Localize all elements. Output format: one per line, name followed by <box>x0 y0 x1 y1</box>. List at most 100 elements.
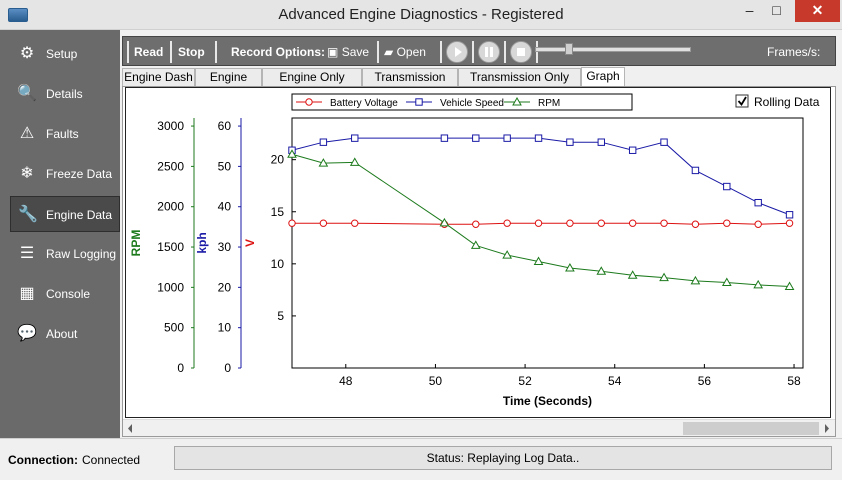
sidebar-item-label: Engine Data <box>46 208 113 222</box>
playback-speed-slider-thumb[interactable] <box>565 43 573 55</box>
y-tick-label: 2500 <box>157 159 184 173</box>
stop-button[interactable]: Stop <box>178 45 205 59</box>
chip-icon: ▦ <box>19 285 35 302</box>
tab-transmission-only-flags[interactable]: Transmission Only Flags <box>458 68 581 101</box>
toolbar-separator <box>504 41 506 63</box>
sidebar-item-about[interactable]: 💬 About <box>0 316 120 352</box>
playback-speed-slider[interactable] <box>535 47 691 52</box>
data-point <box>470 240 481 249</box>
legend-marker <box>305 98 313 106</box>
chart: 0 500 1000 1500 2000 2500 3000 RPM 0 10 20 30 40 50 60… <box>129 93 820 408</box>
x-axis-label: Time (Seconds) <box>503 394 592 408</box>
data-point <box>597 138 605 146</box>
warning-icon: ⚠ <box>19 125 35 142</box>
series-line-vehicle-speed <box>291 137 790 216</box>
chart-frame: 0 500 1000 1500 2000 2500 3000 RPM 0 10 20 30 40 50 60… <box>125 87 831 418</box>
toolbar: Read Stop Record Options: ▣ Save ▰ Open … <box>122 36 836 66</box>
save-button[interactable]: ▣ Save <box>327 45 369 59</box>
sidebar-item-freeze-data[interactable]: ❄ Freeze Data <box>0 156 120 192</box>
title-bar: Advanced Engine Diagnostics - Registered… <box>0 0 842 30</box>
tab-engine-only[interactable]: Engine Only <box>195 68 262 101</box>
sidebar-item-raw-logging[interactable]: ☰ Raw Logging <box>0 236 120 272</box>
search-icon: 🔍 <box>17 85 37 102</box>
data-point <box>690 275 701 285</box>
data-point <box>785 211 794 219</box>
save-label: Save <box>341 45 370 59</box>
app-icon <box>8 8 28 22</box>
x-tick-label: 48 <box>339 374 353 388</box>
tab-strip: Engine Dash Engine Only Engine Only Flag… <box>122 67 836 101</box>
data-point <box>627 270 638 279</box>
toolbar-separator <box>440 41 442 63</box>
data-point <box>721 277 732 287</box>
data-point <box>784 281 795 291</box>
sidebar: ⚙ Setup 🔍 Details ⚠ Faults ❄ Freeze Data… <box>0 30 120 438</box>
y-tick-label: 20 <box>218 280 232 294</box>
tab-graph[interactable]: Graph <box>581 67 625 88</box>
sidebar-item-engine-data[interactable]: 🔧 Engine Data <box>10 196 120 232</box>
data-point <box>596 266 607 275</box>
data-point <box>351 219 359 227</box>
y-tick-label: 0 <box>177 361 184 375</box>
data-point <box>566 138 574 146</box>
window-title: Advanced Engine Diagnostics - Registered <box>278 6 564 23</box>
sidebar-item-setup[interactable]: ⚙ Setup <box>0 36 120 72</box>
status-message: Status: Replaying Log Data.. <box>174 446 832 470</box>
data-point <box>597 219 605 227</box>
data-point <box>723 182 731 191</box>
tab-engine-dash[interactable]: Engine Dash <box>122 68 195 87</box>
data-point <box>566 219 574 227</box>
y-tick-label: 40 <box>218 200 232 214</box>
rolling-data-checkbox[interactable] <box>735 94 749 108</box>
maximize-button[interactable]: □ <box>772 2 781 18</box>
sidebar-item-label: Freeze Data <box>46 167 113 181</box>
tab-transmission-only[interactable]: Transmission Only <box>362 68 458 101</box>
data-point <box>533 256 544 266</box>
minimize-button[interactable]: – <box>745 2 754 18</box>
data-point <box>319 138 328 146</box>
snowflake-icon: ❄ <box>20 165 34 182</box>
pause-button[interactable] <box>478 41 500 63</box>
horizontal-scrollbar[interactable] <box>123 419 835 436</box>
stop-icon <box>517 48 525 56</box>
legend-label: RPM <box>538 98 560 109</box>
tab-engine-only-flags[interactable]: Engine Only Flags <box>262 68 362 101</box>
y-axis-label-kph: kph <box>195 232 209 253</box>
stop-playback-button[interactable] <box>510 41 532 63</box>
sidebar-item-label: Setup <box>46 47 78 61</box>
play-button[interactable] <box>446 41 468 63</box>
data-point <box>472 134 480 142</box>
open-label: Open <box>396 45 426 59</box>
open-button[interactable]: ▰ Open <box>384 45 426 59</box>
data-point <box>319 219 328 227</box>
sidebar-item-faults[interactable]: ⚠ Faults <box>0 116 120 152</box>
read-button[interactable]: Read <box>134 45 164 59</box>
sidebar-item-console[interactable]: ▦ Console <box>0 276 120 312</box>
sidebar-item-details[interactable]: 🔍 Details <box>0 76 120 112</box>
close-button[interactable]: ✕ <box>795 0 840 22</box>
pause-icon <box>485 47 493 57</box>
data-point <box>628 146 637 154</box>
y-tick-label: 500 <box>164 321 184 335</box>
sidebar-item-label: Console <box>46 287 91 301</box>
floppy-icon: ▣ <box>327 45 339 59</box>
scroll-left-icon <box>128 424 132 433</box>
sidebar-item-label: About <box>46 327 78 341</box>
sidebar-item-label: Raw Logging <box>46 247 117 261</box>
x-tick-label: 58 <box>787 374 801 388</box>
y-tick-label: 60 <box>218 119 232 133</box>
y-tick-label: 3000 <box>157 119 184 133</box>
y-tick-label: 10 <box>218 321 232 335</box>
data-point <box>565 262 575 272</box>
y-tick-label: 0 <box>224 361 231 375</box>
legend-marker <box>415 98 423 106</box>
legend-marker <box>512 96 522 106</box>
x-tick-label: 54 <box>608 374 622 388</box>
data-point <box>472 220 480 228</box>
data-point <box>660 219 668 227</box>
data-point <box>318 158 329 167</box>
data-point <box>785 219 794 227</box>
scrollbar-graphic <box>128 422 829 435</box>
sidebar-item-label: Details <box>46 87 83 101</box>
toolbar-separator <box>215 41 217 63</box>
